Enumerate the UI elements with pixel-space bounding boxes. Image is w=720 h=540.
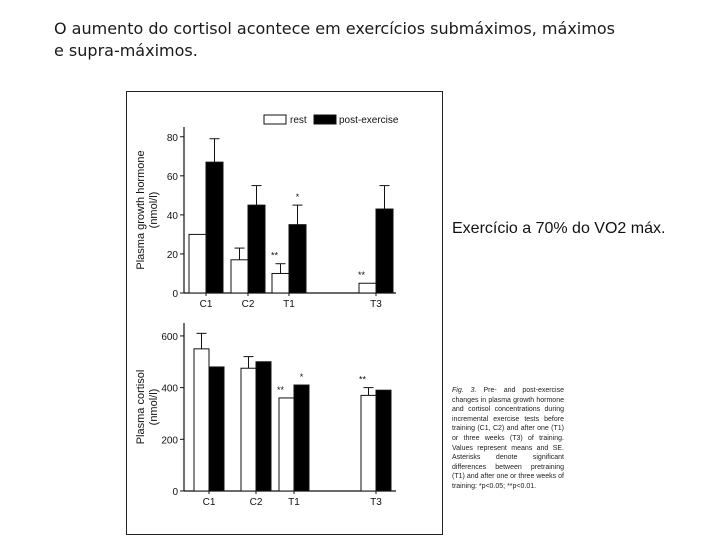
y-tick-label: 200 <box>161 435 178 446</box>
slide-title-line-1: O aumento do cortisol acontece em exercí… <box>54 19 615 38</box>
x-tick-label: C2 <box>242 299 255 310</box>
bar-post-exercise-C1 <box>205 161 224 294</box>
x-tick-label: T3 <box>370 299 382 310</box>
bar-post-exercise-T3 <box>375 389 392 492</box>
bar-post-exercise-T3 <box>375 208 394 294</box>
y-axis-label-line-2: (nmol/l) <box>148 192 160 229</box>
x-tick-label: T1 <box>288 497 300 508</box>
bar-rest-T1 <box>278 397 295 492</box>
bar-rest-C2 <box>240 367 257 492</box>
slide-title: O aumento do cortisol acontece em exercí… <box>54 18 694 62</box>
y-tick-label: 40 <box>167 211 179 222</box>
significance-marker: ** <box>271 251 279 261</box>
y-tick-label: 0 <box>172 289 178 300</box>
figure-caption-text: Pre- and post-exercise changes in plasma… <box>452 387 565 490</box>
slide-title-line-2: e supra-máximos. <box>54 41 198 60</box>
legend-label-post-exercise: post-exercise <box>339 115 399 126</box>
y-tick-label: 600 <box>161 332 178 343</box>
exercise-intensity-note: Exercício a 70% do VO2 máx. <box>452 220 666 237</box>
significance-marker: ** <box>358 270 366 280</box>
bar-post-exercise-T1 <box>293 384 310 492</box>
chart-panel-1: 0 20 40 60 80 Plasma growth hormone (nmol/l) C1… <box>135 114 399 310</box>
y-tick-label: 60 <box>167 172 179 183</box>
y-tick-label: 400 <box>161 384 178 395</box>
y-axis-label-line-1: Plasma growth hormone <box>135 150 147 269</box>
y-tick-label: 20 <box>167 250 179 261</box>
significance-marker: ** <box>359 375 367 385</box>
y-tick-label: 80 <box>167 133 179 144</box>
y-axis-label-line-2: (nmol/l) <box>148 389 160 426</box>
significance-marker: * <box>300 372 304 382</box>
bar-rest-T1 <box>271 272 290 294</box>
figure-caption: Fig. 3. Pre- and post-exercise changes i… <box>452 386 564 492</box>
x-tick-label: T3 <box>370 497 382 508</box>
bar-post-exercise-C1 <box>208 366 225 492</box>
bar-rest-T3 <box>358 282 377 294</box>
x-tick-label: T1 <box>283 299 295 310</box>
bar-post-exercise-T1 <box>288 224 307 294</box>
x-tick-label: C2 <box>250 497 263 508</box>
figure-caption-label: Fig. 3. <box>452 387 477 394</box>
y-axis-label-line-1: Plasma cortisol <box>135 370 147 445</box>
chart-panel-2: 0 200 400 600 Plasma cortisol (nmol/l) C1 C2 T1 T… <box>135 323 396 508</box>
y-tick-label: 0 <box>172 487 178 498</box>
x-tick-label: C1 <box>200 299 213 310</box>
legend-swatch-rest <box>263 114 287 125</box>
bar-rest-C1 <box>188 233 207 294</box>
significance-marker: * <box>296 192 300 202</box>
bar-rest-C2 <box>230 259 249 294</box>
x-tick-label: C1 <box>203 497 216 508</box>
significance-marker: ** <box>277 385 285 395</box>
bar-post-exercise-C2 <box>255 361 272 492</box>
legend-swatch-post-exercise <box>313 114 337 125</box>
legend-label-rest: rest <box>290 115 307 126</box>
bar-post-exercise-C2 <box>247 204 266 294</box>
bar-rest-T3 <box>360 394 377 492</box>
bar-rest-C1 <box>193 348 210 492</box>
